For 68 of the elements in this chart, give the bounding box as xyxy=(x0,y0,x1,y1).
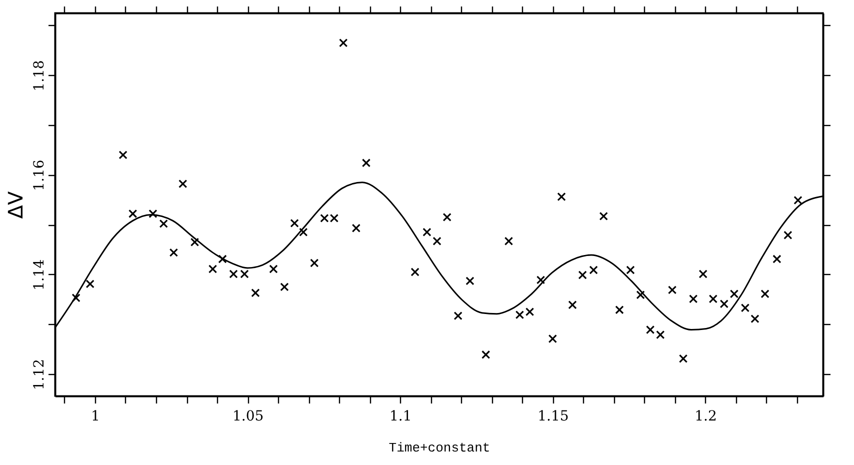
point xyxy=(578,270,587,280)
point xyxy=(118,150,128,160)
point xyxy=(688,294,698,304)
point xyxy=(589,266,598,274)
point xyxy=(229,270,238,278)
point xyxy=(750,314,760,324)
point xyxy=(557,192,566,202)
x-tick-label: 1.15 xyxy=(538,408,569,424)
point xyxy=(251,288,260,298)
point xyxy=(269,264,278,274)
point xyxy=(760,290,770,298)
point xyxy=(466,276,474,286)
point xyxy=(422,228,432,236)
point xyxy=(626,266,635,274)
point xyxy=(720,300,728,308)
point xyxy=(410,268,420,276)
y-tick-label: 1.18 xyxy=(32,60,48,92)
point xyxy=(280,282,289,292)
point xyxy=(708,294,718,304)
point xyxy=(525,307,534,316)
x-tick-label: 1.2 xyxy=(694,408,717,424)
y-tick-label: 1.14 xyxy=(32,259,48,291)
point xyxy=(299,228,308,236)
point xyxy=(240,270,249,278)
point xyxy=(128,209,138,218)
point xyxy=(636,290,645,300)
point xyxy=(218,254,227,264)
x-axis-title: Time+constant xyxy=(388,440,490,456)
point xyxy=(482,350,490,359)
point xyxy=(454,311,462,320)
point xyxy=(148,209,158,218)
point xyxy=(72,294,80,302)
point xyxy=(615,306,624,314)
point xyxy=(784,230,792,240)
y-axis-title: ΔV xyxy=(4,191,28,219)
x-tick-label: 1.1 xyxy=(389,408,412,424)
point xyxy=(668,286,677,294)
point xyxy=(290,218,299,228)
x-tick-label: 1.05 xyxy=(232,408,264,424)
point xyxy=(568,300,577,310)
point xyxy=(442,212,452,222)
point xyxy=(698,270,708,278)
point xyxy=(646,325,655,334)
point xyxy=(730,290,739,298)
point xyxy=(86,280,94,288)
point xyxy=(794,196,802,205)
point xyxy=(352,224,360,232)
point xyxy=(310,258,319,268)
point xyxy=(169,248,178,257)
point xyxy=(740,304,750,312)
point xyxy=(599,212,608,221)
point xyxy=(656,330,665,340)
point xyxy=(178,179,188,188)
point xyxy=(432,236,442,246)
point xyxy=(772,254,782,264)
point xyxy=(159,219,168,228)
point xyxy=(190,238,200,246)
y-tick-label: 1.16 xyxy=(32,160,48,191)
point xyxy=(678,354,688,363)
point xyxy=(504,236,514,246)
y-tick-label: 1.12 xyxy=(32,359,48,390)
x-tick-label: 1 xyxy=(91,408,100,424)
point xyxy=(515,310,524,320)
point xyxy=(548,334,557,344)
point xyxy=(208,264,218,274)
point xyxy=(362,158,371,168)
point xyxy=(536,276,546,284)
point xyxy=(339,38,348,48)
